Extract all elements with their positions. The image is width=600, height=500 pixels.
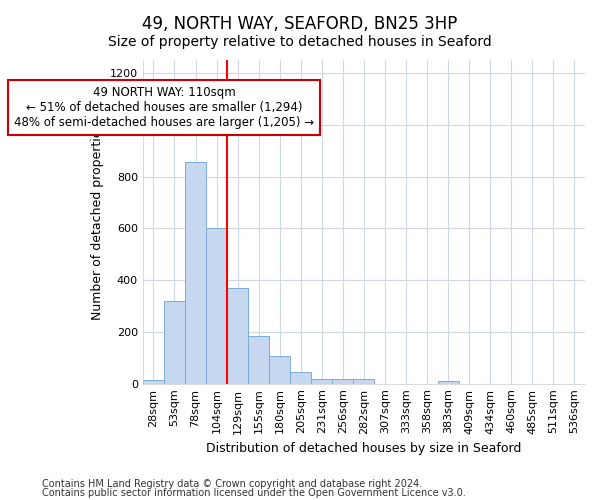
Bar — [290, 372, 311, 384]
Text: Size of property relative to detached houses in Seaford: Size of property relative to detached ho… — [108, 35, 492, 49]
Bar — [206, 228, 227, 384]
Bar — [437, 380, 458, 384]
Text: 49, NORTH WAY, SEAFORD, BN25 3HP: 49, NORTH WAY, SEAFORD, BN25 3HP — [142, 15, 458, 33]
Bar — [353, 378, 374, 384]
Bar — [227, 288, 248, 384]
Text: 49 NORTH WAY: 110sqm
← 51% of detached houses are smaller (1,294)
48% of semi-de: 49 NORTH WAY: 110sqm ← 51% of detached h… — [14, 86, 314, 129]
Text: Contains public sector information licensed under the Open Government Licence v3: Contains public sector information licen… — [42, 488, 466, 498]
Bar — [143, 380, 164, 384]
X-axis label: Distribution of detached houses by size in Seaford: Distribution of detached houses by size … — [206, 442, 521, 455]
Text: Contains HM Land Registry data © Crown copyright and database right 2024.: Contains HM Land Registry data © Crown c… — [42, 479, 422, 489]
Bar — [311, 378, 332, 384]
Bar — [269, 356, 290, 384]
Bar — [248, 336, 269, 384]
Y-axis label: Number of detached properties: Number of detached properties — [91, 124, 104, 320]
Bar — [185, 162, 206, 384]
Bar — [332, 379, 353, 384]
Bar — [164, 301, 185, 384]
